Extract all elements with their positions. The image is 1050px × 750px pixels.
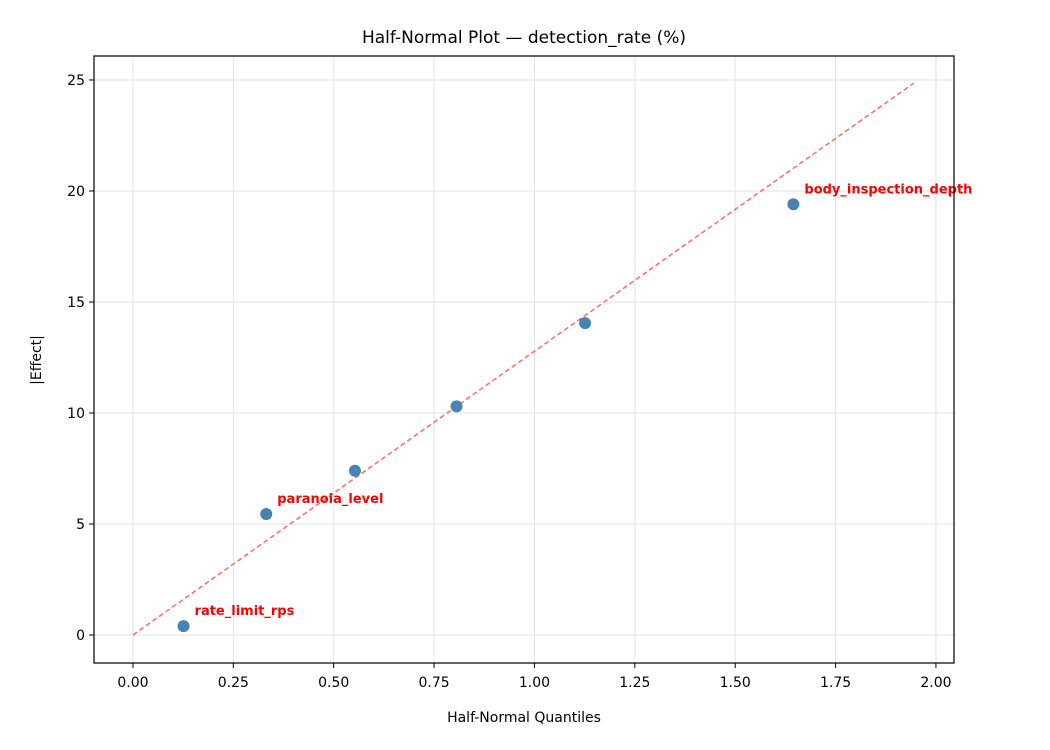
data-point [579,317,592,330]
y-tick-label: 15 [67,295,85,311]
ticks: 0.00 0.25 0.50 0.75 1.00 1.25 1.50 1.75 2.00 0 5 10… [67,73,951,691]
x-tick-label: 0.75 [418,675,449,691]
marks: rate_limit_rps paranoia_level body_inspect… [132,82,972,636]
data-point [177,620,190,633]
y-tick-label: 5 [76,517,85,533]
point-label: paranoia_level [277,492,383,507]
x-tick-label: 1.00 [519,675,550,691]
x-tick-label: 0.50 [318,675,349,691]
point-label: rate_limit_rps [195,604,295,619]
x-tick-label: 1.50 [720,675,751,691]
point-label: body_inspection_depth [804,182,972,197]
grid [94,56,954,663]
y-tick-label: 10 [67,406,85,422]
chart-title: Half-Normal Plot — detection_rate (%) [362,28,686,48]
reference-line [132,82,915,636]
plot-frame [93,55,955,664]
y-axis-label: |Effect| [29,335,45,385]
y-tick-label: 25 [67,73,85,89]
data-point [787,198,800,211]
x-tick-label: 1.25 [619,675,650,691]
y-tick-label: 20 [67,184,85,200]
data-point [348,464,361,477]
x-axis-label: Half-Normal Quantiles [447,710,601,726]
x-tick-label: 2.00 [920,675,951,691]
y-tick-label: 0 [76,628,85,644]
x-tick-label: 1.75 [820,675,851,691]
x-tick-label: 0.00 [117,675,148,691]
x-tick-label: 0.25 [218,675,249,691]
data-point [450,400,463,413]
data-point [260,508,273,521]
